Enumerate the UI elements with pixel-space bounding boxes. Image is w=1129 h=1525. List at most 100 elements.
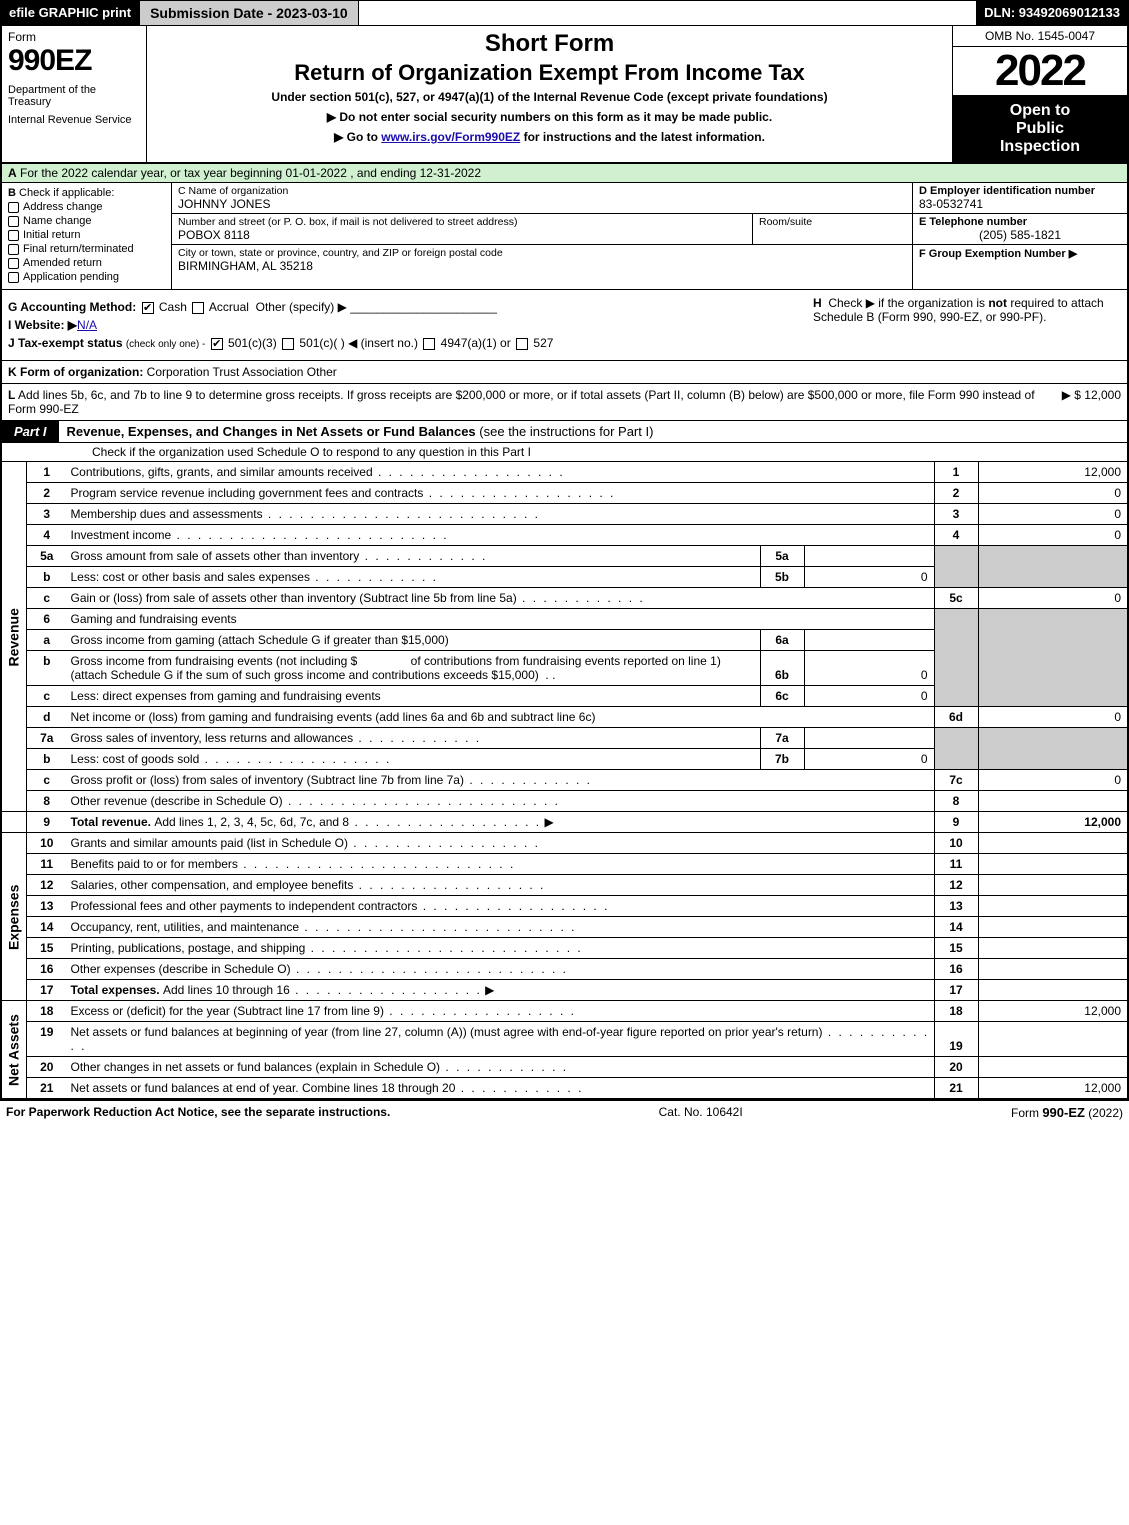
ln-num: 3 bbox=[27, 504, 67, 525]
street-label: Number and street (or P. O. box, if mail… bbox=[178, 216, 746, 228]
ln-rnum: 13 bbox=[934, 896, 978, 917]
ln-num: 6 bbox=[27, 609, 67, 630]
line-15: 15 Printing, publications, postage, and … bbox=[1, 938, 1128, 959]
section-def: D Employer identification number 83-0532… bbox=[912, 183, 1127, 289]
ein-label: D Employer identification number bbox=[919, 185, 1095, 197]
ln-rnum: 9 bbox=[934, 812, 978, 833]
ln-rval bbox=[978, 917, 1128, 938]
ln-rnum: 15 bbox=[934, 938, 978, 959]
chk-name-change[interactable]: Name change bbox=[8, 215, 165, 227]
section-a-label: A bbox=[8, 166, 17, 180]
l-text: Add lines 5b, 6c, and 7b to line 9 to de… bbox=[8, 388, 1035, 416]
section-a-text: For the 2022 calendar year, or tax year … bbox=[20, 166, 481, 180]
ln-num: 18 bbox=[27, 1001, 67, 1022]
blank-cell bbox=[1, 812, 27, 833]
ln-rval: 0 bbox=[978, 707, 1128, 728]
chk-4947[interactable] bbox=[423, 338, 435, 350]
ln-rval bbox=[978, 959, 1128, 980]
chk-accrual[interactable] bbox=[192, 302, 204, 314]
ln-num: 7a bbox=[27, 728, 67, 749]
dots bbox=[417, 899, 609, 913]
ln-desc: Contributions, gifts, grants, and simila… bbox=[71, 465, 373, 479]
form-header: Form 990EZ Department of the Treasury In… bbox=[0, 26, 1129, 164]
ln-rnum: 19 bbox=[934, 1022, 978, 1057]
ln-rval bbox=[978, 980, 1128, 1001]
ln-mval: 0 bbox=[804, 686, 934, 707]
chk-initial-return[interactable]: Initial return bbox=[8, 229, 165, 241]
line-9: 9 Total revenue. Add lines 1, 2, 3, 4, 5… bbox=[1, 812, 1128, 833]
section-b-intro: Check if applicable: bbox=[19, 187, 114, 199]
chk-501c3[interactable] bbox=[211, 338, 223, 350]
lbl-other-specify: Other (specify) ▶ bbox=[256, 300, 347, 314]
checkbox-icon bbox=[8, 202, 19, 213]
ln-mnum: 5b bbox=[760, 567, 804, 588]
ln-rnum: 11 bbox=[934, 854, 978, 875]
efile-print-label[interactable]: efile GRAPHIC print bbox=[1, 1, 139, 25]
line-2: 2 Program service revenue including gove… bbox=[1, 483, 1128, 504]
ln-num: b bbox=[27, 749, 67, 770]
ln-mnum: 5a bbox=[760, 546, 804, 567]
ln-rnum: 12 bbox=[934, 875, 978, 896]
ln-rnum: 5c bbox=[934, 588, 978, 609]
goto-link[interactable]: www.irs.gov/Form990EZ bbox=[381, 130, 520, 144]
line-7a: 7a Gross sales of inventory, less return… bbox=[1, 728, 1128, 749]
ln-rval: 0 bbox=[978, 483, 1128, 504]
chk-501c[interactable] bbox=[282, 338, 294, 350]
paperwork-notice: For Paperwork Reduction Act Notice, see … bbox=[6, 1105, 390, 1120]
h-label: H bbox=[813, 296, 822, 310]
part1-tab: Part I bbox=[2, 421, 59, 442]
chk-address-change[interactable]: Address change bbox=[8, 201, 165, 213]
ln-rnum: 1 bbox=[934, 462, 978, 483]
ln-num: c bbox=[27, 770, 67, 791]
header-center: Short Form Return of Organization Exempt… bbox=[147, 26, 952, 162]
line-20: 20 Other changes in net assets or fund b… bbox=[1, 1057, 1128, 1078]
part1-title: Revenue, Expenses, and Changes in Net As… bbox=[59, 424, 654, 439]
j-sub: (check only one) - bbox=[126, 339, 205, 350]
group-exemption-row: F Group Exemption Number ▶ bbox=[913, 245, 1127, 289]
ln-desc: Gain or (loss) from sale of assets other… bbox=[71, 591, 517, 605]
website-link[interactable]: N/A bbox=[77, 318, 97, 332]
chk-amended-return[interactable]: Amended return bbox=[8, 257, 165, 269]
ln-num: 13 bbox=[27, 896, 67, 917]
lbl-corporation: Corporation bbox=[147, 365, 210, 379]
ln-rnum: 3 bbox=[934, 504, 978, 525]
shade-cell bbox=[978, 546, 1128, 588]
dots bbox=[359, 549, 487, 563]
chk-application-pending[interactable]: Application pending bbox=[8, 271, 165, 283]
phone-row: E Telephone number (205) 585-1821 bbox=[913, 214, 1127, 245]
group-exemption-label: F Group Exemption Number ▶ bbox=[919, 248, 1077, 260]
ln-num: 5a bbox=[27, 546, 67, 567]
chk-527[interactable] bbox=[516, 338, 528, 350]
ln-mval: 0 bbox=[804, 567, 934, 588]
line-5a: 5a Gross amount from sale of assets othe… bbox=[1, 546, 1128, 567]
dots bbox=[353, 731, 481, 745]
h-not: not bbox=[988, 296, 1007, 310]
ln-num: d bbox=[27, 707, 67, 728]
arrow-icon: ▶ bbox=[544, 815, 553, 829]
ln-desc: Less: cost or other basis and sales expe… bbox=[71, 570, 310, 584]
form-ref-num: 990-EZ bbox=[1042, 1105, 1085, 1120]
dots bbox=[373, 465, 565, 479]
chk-cash[interactable] bbox=[142, 302, 154, 314]
l-amount: ▶ $ 12,000 bbox=[1062, 388, 1121, 416]
ln-rval bbox=[978, 896, 1128, 917]
ln-mnum: 7a bbox=[760, 728, 804, 749]
ln-rnum: 2 bbox=[934, 483, 978, 504]
ein-row: D Employer identification number 83-0532… bbox=[913, 183, 1127, 214]
ln-rval: 12,000 bbox=[978, 1078, 1128, 1099]
ln-desc: Investment income bbox=[71, 528, 172, 542]
ln-num: 12 bbox=[27, 875, 67, 896]
header-left: Form 990EZ Department of the Treasury In… bbox=[2, 26, 147, 162]
dots bbox=[517, 591, 645, 605]
shade-cell bbox=[978, 609, 1128, 707]
street-row: Number and street (or P. O. box, if mail… bbox=[172, 214, 912, 245]
revenue-vlabel: Revenue bbox=[1, 462, 27, 812]
org-name-label: C Name of organization bbox=[178, 185, 906, 197]
street-value: POBOX 8118 bbox=[178, 228, 746, 242]
ln-desc-bold: Total expenses. bbox=[71, 983, 163, 997]
ln-mval bbox=[804, 546, 934, 567]
submission-date: Submission Date - 2023-03-10 bbox=[139, 1, 359, 25]
chk-final-return[interactable]: Final return/terminated bbox=[8, 243, 165, 255]
lbl-address-change: Address change bbox=[23, 201, 103, 213]
dots bbox=[464, 773, 592, 787]
